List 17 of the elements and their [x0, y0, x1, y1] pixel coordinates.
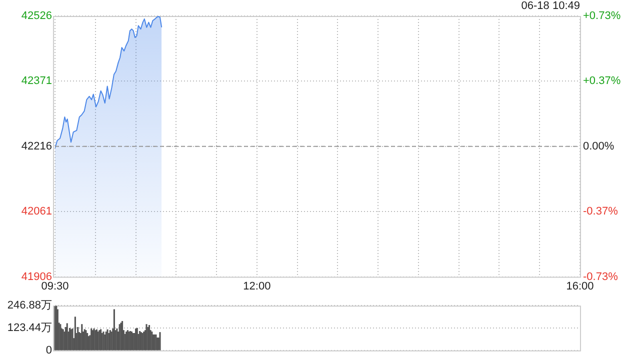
y-tick-label: 246.88万 — [7, 300, 52, 312]
y2-tick-label: -0.73% — [583, 270, 618, 283]
y2-tick-label: +0.73% — [583, 10, 621, 22]
x-tick-label: 09:30 — [41, 280, 69, 292]
y2-tick-label: +0.37% — [583, 75, 621, 88]
y-tick-label: 41906 — [21, 270, 52, 283]
x-tick-label: 16:00 — [566, 280, 594, 292]
y-tick-label: 42526 — [21, 10, 52, 22]
x-tick-label: 12:00 — [243, 280, 271, 292]
y2-tick-label: -0.37% — [583, 206, 618, 218]
y-tick-label: 0 — [46, 344, 52, 356]
y2-tick-label: 0.00% — [583, 140, 614, 152]
y-tick-label: 42371 — [21, 75, 52, 88]
y-tick-label: 42216 — [21, 140, 52, 152]
y-tick-label: 42061 — [21, 206, 52, 218]
y-tick-label: 123.44万 — [7, 322, 52, 334]
text: 06-18 10:49 — [521, 0, 580, 12]
